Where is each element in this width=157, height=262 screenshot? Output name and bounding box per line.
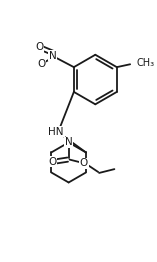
Text: N: N bbox=[65, 138, 73, 148]
Text: O: O bbox=[35, 42, 44, 52]
Text: O: O bbox=[37, 59, 46, 69]
Text: HN: HN bbox=[49, 127, 64, 137]
Text: N: N bbox=[49, 51, 57, 61]
Text: CH₃: CH₃ bbox=[137, 58, 155, 68]
Text: O: O bbox=[80, 159, 88, 168]
Text: O: O bbox=[48, 156, 57, 167]
